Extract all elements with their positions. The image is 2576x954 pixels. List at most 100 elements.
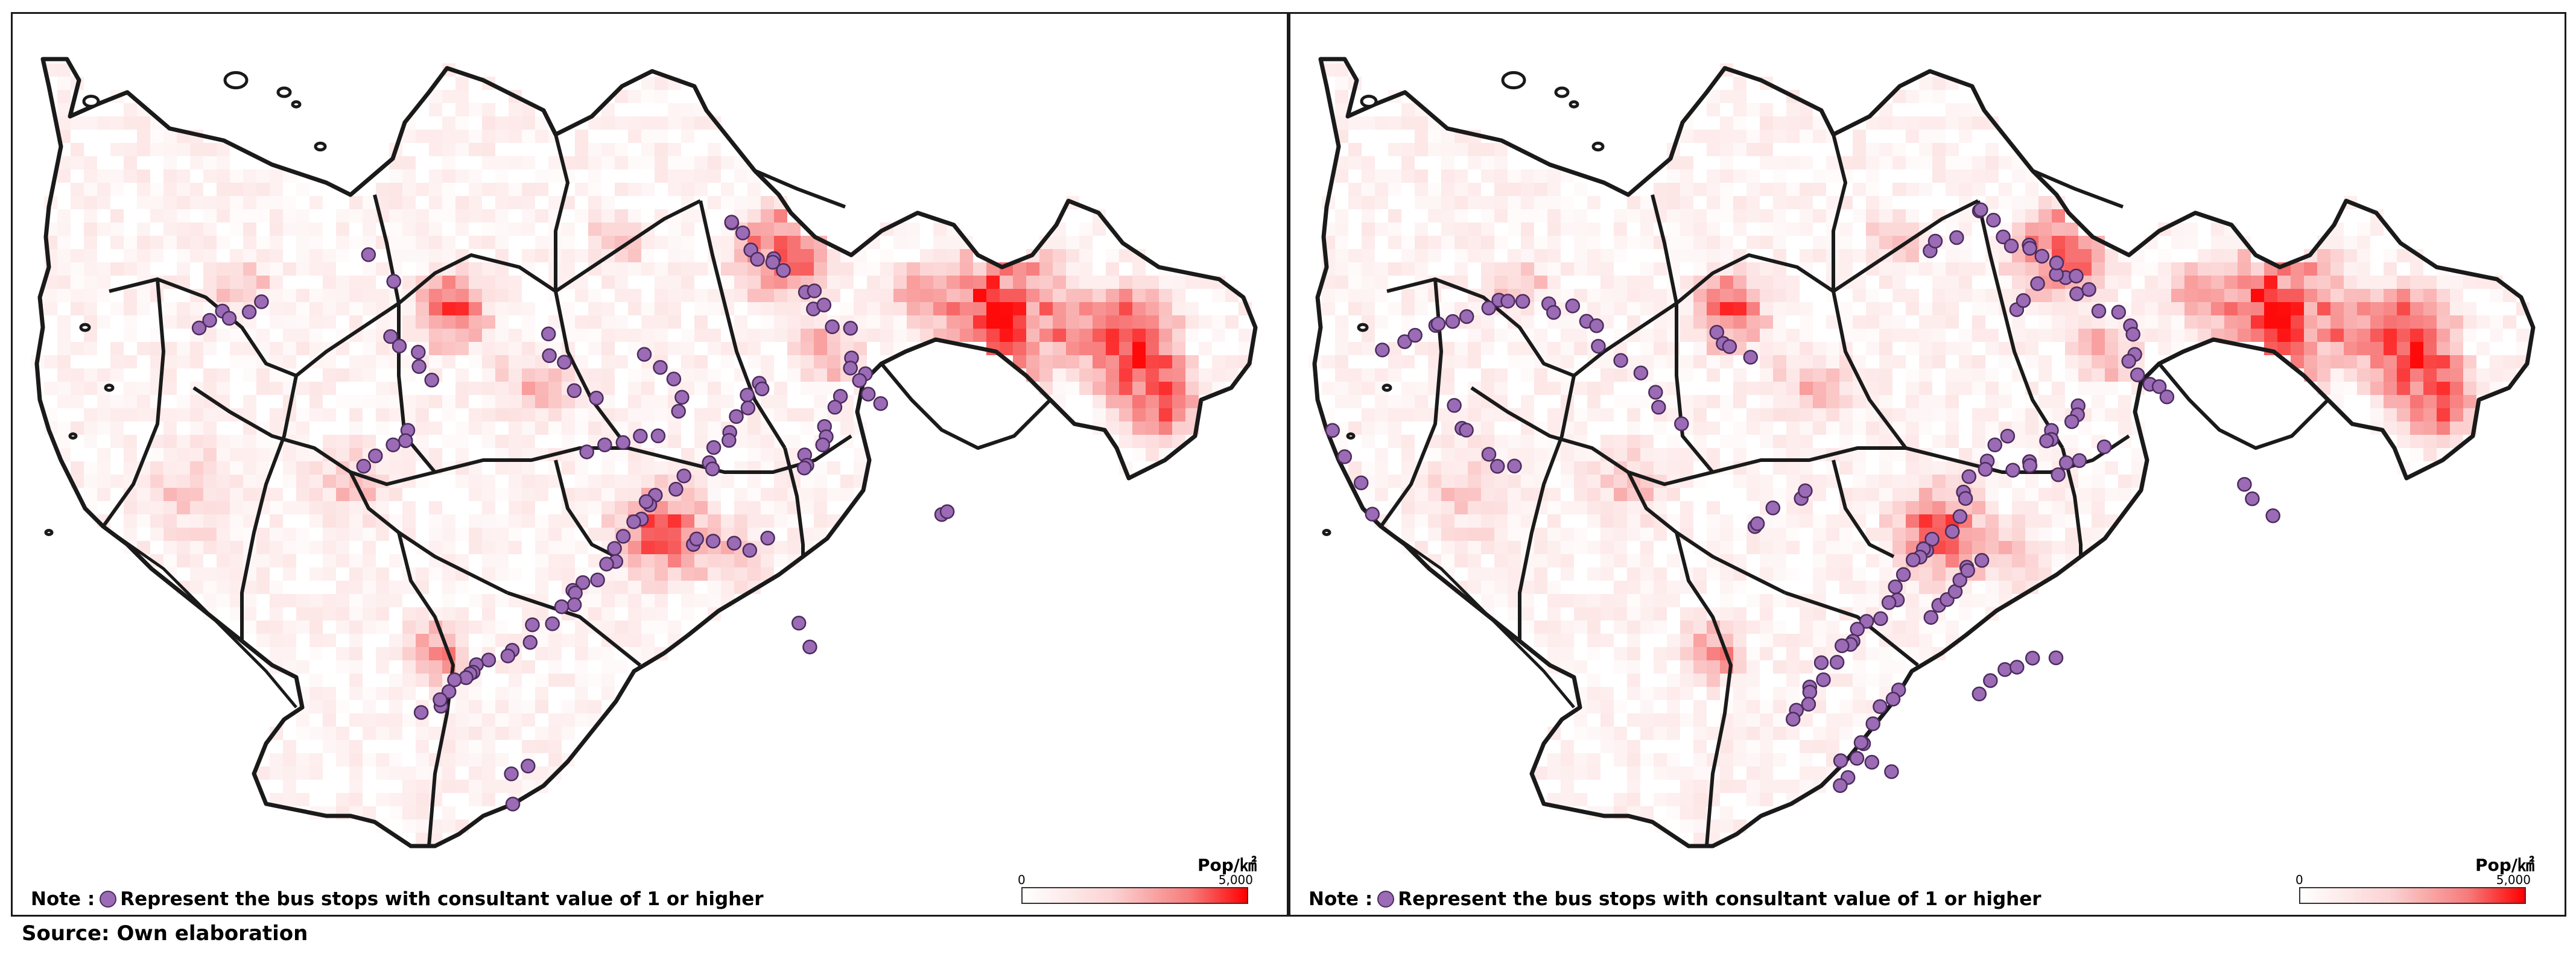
density-cell xyxy=(933,302,947,315)
density-cell xyxy=(124,315,137,329)
density-cell xyxy=(708,501,721,514)
density-cell xyxy=(163,130,177,143)
density-cell xyxy=(495,116,509,130)
density-cell xyxy=(2317,289,2330,302)
density-cell xyxy=(588,422,601,435)
density-cell xyxy=(1561,780,1574,793)
density-cell xyxy=(217,143,230,156)
density-cell xyxy=(349,302,363,315)
density-cell xyxy=(1906,594,1919,607)
density-cell xyxy=(1494,435,1508,448)
bus-stop-marker xyxy=(776,263,791,278)
density-cell xyxy=(509,780,522,793)
density-cell xyxy=(363,554,376,567)
density-cell xyxy=(1468,567,1481,581)
density-cell xyxy=(1561,289,1574,302)
density-cell xyxy=(2171,289,2184,302)
density-cell xyxy=(1985,514,1999,528)
density-cell xyxy=(1093,395,1106,408)
bus-stop-marker xyxy=(1978,461,1993,477)
density-cell xyxy=(2025,342,2038,355)
bus-stop-marker xyxy=(638,494,654,509)
density-cell xyxy=(1185,408,1199,422)
density-cell xyxy=(1600,488,1614,501)
density-cell xyxy=(1146,368,1159,382)
density-cell xyxy=(442,329,455,342)
density-cell xyxy=(2251,302,2264,315)
density-cell xyxy=(2025,355,2038,368)
density-cell xyxy=(615,567,628,581)
density-cell xyxy=(1185,315,1199,329)
density-cell xyxy=(1079,302,1093,315)
density-cell xyxy=(548,422,562,435)
density-cell xyxy=(747,355,761,368)
density-cell xyxy=(110,355,124,368)
density-cell xyxy=(1654,461,1667,475)
density-cell xyxy=(137,143,150,156)
density-cell xyxy=(601,236,615,249)
density-cell xyxy=(2038,289,2052,302)
density-cell xyxy=(535,116,548,130)
density-cell xyxy=(230,488,243,501)
density-cell xyxy=(1999,567,2012,581)
density-cell xyxy=(1773,209,1786,223)
district-boundary xyxy=(101,279,165,528)
density-cell xyxy=(947,302,960,315)
density-cell xyxy=(1866,594,1879,607)
density-cell xyxy=(1348,249,1362,262)
density-cell xyxy=(416,647,429,660)
density-cell xyxy=(1813,567,1826,581)
district-boundary xyxy=(753,169,846,209)
density-cell xyxy=(1946,103,1959,116)
density-cell xyxy=(495,130,509,143)
density-cell xyxy=(495,634,509,647)
density-cell xyxy=(588,143,601,156)
density-cell xyxy=(1680,514,1693,528)
density-cell xyxy=(1401,289,1415,302)
density-cell xyxy=(1693,753,1707,766)
density-cell xyxy=(761,395,774,408)
density-cell xyxy=(548,408,562,422)
bus-stop-marker xyxy=(2096,439,2112,455)
density-cell xyxy=(137,249,150,262)
density-cell xyxy=(402,315,416,329)
density-cell xyxy=(522,448,535,461)
density-cell xyxy=(1521,209,1534,223)
density-cell xyxy=(1053,302,1066,315)
density-cell xyxy=(416,674,429,687)
density-cell xyxy=(336,342,349,355)
density-cell xyxy=(495,368,509,382)
density-cell xyxy=(2450,289,2463,302)
density-cell xyxy=(920,302,933,315)
density-cell xyxy=(469,514,482,528)
density-cell xyxy=(2370,315,2384,329)
island xyxy=(1357,323,1369,332)
density-cell xyxy=(296,660,309,674)
density-cell xyxy=(1401,302,1415,315)
density-cell xyxy=(2092,342,2105,355)
density-cell xyxy=(1680,169,1693,183)
density-cell xyxy=(601,594,615,607)
density-cell xyxy=(708,169,721,183)
density-cell xyxy=(309,674,323,687)
density-cell xyxy=(1132,435,1146,448)
density-cell xyxy=(1441,382,1455,395)
density-cell xyxy=(1494,488,1508,501)
density-cell xyxy=(203,488,217,501)
legend-max-label: 5,000 xyxy=(2496,873,2531,887)
density-cell xyxy=(469,183,482,196)
density-cell xyxy=(535,368,548,382)
density-cell xyxy=(2038,236,2052,249)
density-cell xyxy=(2450,276,2463,289)
density-cell xyxy=(787,342,801,355)
density-cell xyxy=(1521,223,1534,236)
density-cell xyxy=(1225,355,1239,368)
density-cell xyxy=(1508,541,1521,554)
density-cell xyxy=(1039,262,1053,276)
density-cell xyxy=(2516,342,2530,355)
density-cell xyxy=(2065,528,2078,541)
density-cell xyxy=(1813,342,1826,355)
density-cell xyxy=(1693,660,1707,674)
density-cell xyxy=(562,262,575,276)
density-cell xyxy=(1132,315,1146,329)
